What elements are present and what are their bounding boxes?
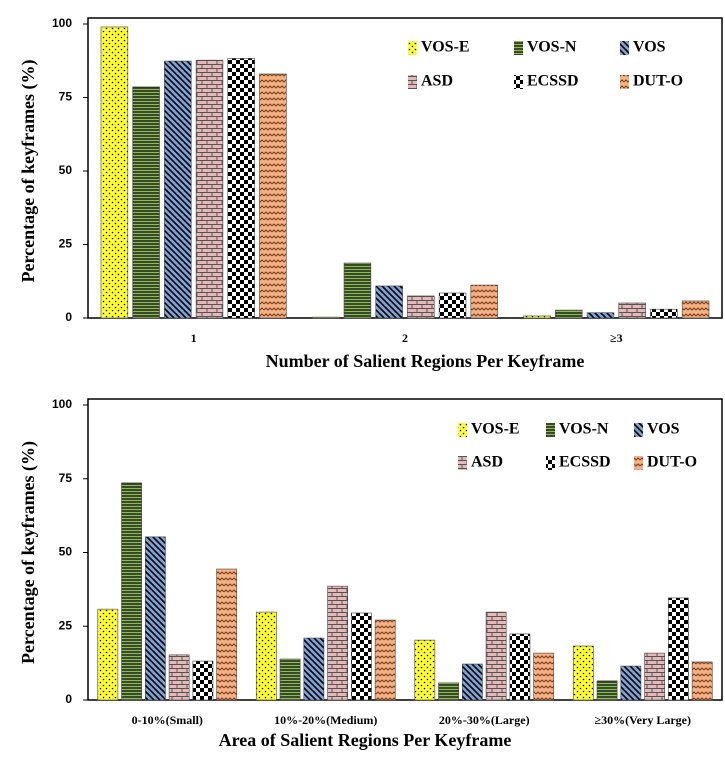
- x-axis-label: Area of Salient Regions Per Keyframe: [219, 730, 512, 750]
- x-tick-label: 0-10%(Small): [132, 713, 203, 727]
- legend-swatch: [620, 75, 629, 89]
- x-tick-label: 20%-30%(Large): [439, 713, 530, 727]
- legend-swatch: [546, 423, 555, 437]
- legend-swatch: [634, 456, 643, 470]
- legend-label: VOS-N: [559, 421, 609, 438]
- legend-swatch: [620, 41, 629, 55]
- x-tick-label: 10%-20%(Medium): [274, 713, 377, 727]
- legend-label: DUT-O: [647, 454, 697, 471]
- bar: [414, 639, 436, 701]
- legend-label: VOS-E: [471, 421, 520, 438]
- y-tick-label: 50: [59, 163, 73, 177]
- legend-swatch: [546, 456, 555, 470]
- legend-swatch: [408, 75, 417, 89]
- y-tick-label: 75: [59, 471, 73, 485]
- legend-swatch: [458, 423, 467, 437]
- x-tick-label: 2: [402, 331, 408, 345]
- legend-label: VOS: [647, 421, 680, 438]
- bar: [509, 633, 531, 701]
- x-tick-label: ≥3: [610, 331, 623, 345]
- legend-swatch: [514, 75, 523, 89]
- bar: [121, 482, 142, 701]
- bar: [650, 308, 678, 319]
- bar: [259, 73, 287, 319]
- bar: [461, 663, 483, 701]
- bar: [668, 597, 689, 701]
- bar: [572, 645, 594, 701]
- y-tick-label: 75: [59, 90, 73, 104]
- plot-frame: [87, 398, 723, 701]
- bar: [681, 300, 710, 319]
- bar: [470, 284, 498, 319]
- bar: [327, 585, 349, 701]
- legend-swatch: [458, 456, 467, 470]
- x-tick-label: 1: [191, 331, 197, 345]
- y-tick-label: 0: [65, 692, 72, 706]
- bar: [644, 652, 666, 701]
- bar: [164, 60, 192, 319]
- bar: [303, 637, 325, 701]
- bar: [351, 612, 372, 701]
- y-tick-label: 25: [59, 237, 73, 251]
- bar: [97, 608, 119, 701]
- bar: [485, 611, 507, 701]
- y-tick-label: 100: [52, 397, 72, 411]
- bar: [195, 59, 224, 319]
- plot-frame: [87, 17, 723, 319]
- legend-label: VOS: [633, 39, 666, 56]
- bar: [255, 611, 277, 701]
- bar: [407, 295, 435, 319]
- bar: [227, 58, 255, 319]
- legend-label: ASD: [471, 454, 503, 471]
- bar: [343, 262, 372, 319]
- y-axis-label: Percentage of keyframes (%): [18, 59, 39, 282]
- bar: [100, 26, 129, 319]
- bar: [691, 661, 713, 701]
- legend-label: ASD: [421, 73, 453, 90]
- bar: [533, 652, 555, 701]
- bar: [555, 309, 583, 319]
- legend-swatch: [514, 41, 523, 55]
- y-tick-label: 50: [59, 545, 73, 559]
- legend-label: VOS-E: [421, 39, 470, 56]
- bar: [596, 680, 618, 701]
- legend-label: VOS-N: [527, 39, 577, 56]
- bar: [144, 536, 166, 701]
- y-tick-label: 0: [65, 310, 72, 324]
- legend-label: DUT-O: [633, 73, 683, 90]
- legend-label: ECSSD: [527, 73, 579, 90]
- bar: [620, 665, 642, 701]
- y-tick-label: 100: [52, 16, 72, 30]
- bar: [586, 312, 615, 319]
- bar: [523, 315, 551, 319]
- bar: [312, 316, 340, 319]
- bar: [374, 619, 396, 701]
- bar: [168, 654, 190, 701]
- bar: [192, 660, 214, 701]
- bar: [375, 285, 403, 319]
- y-axis-label: Percentage of keyframes (%): [18, 441, 39, 664]
- x-tick-label: ≥30%(Very Large): [595, 713, 691, 727]
- bar: [132, 86, 160, 319]
- bar: [438, 292, 467, 319]
- legend-label: ECSSD: [559, 454, 611, 471]
- legend-swatch: [408, 41, 417, 55]
- legend-swatch: [634, 423, 643, 437]
- bar: [279, 658, 301, 701]
- bar: [618, 302, 646, 319]
- bar: [216, 568, 238, 701]
- x-axis-label: Number of Salient Regions Per Keyframe: [266, 351, 585, 371]
- y-tick-label: 25: [59, 618, 73, 632]
- bar: [438, 682, 459, 701]
